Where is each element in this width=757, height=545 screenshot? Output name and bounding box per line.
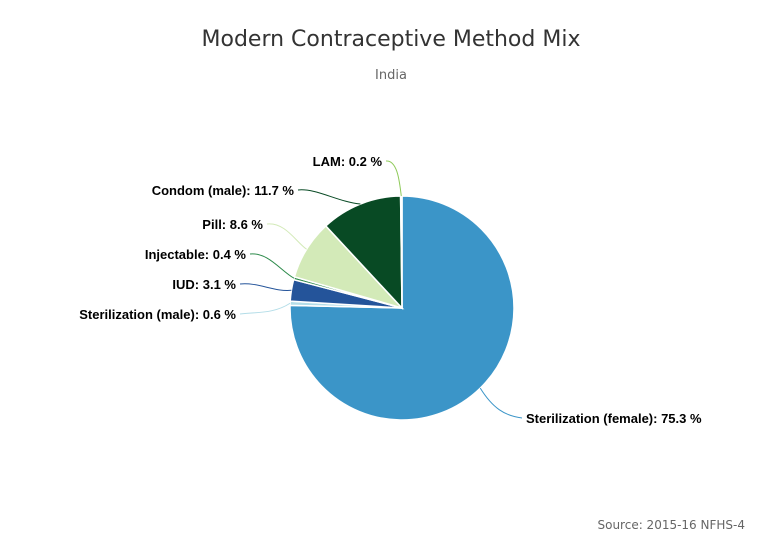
connector-sterilization-male	[239, 302, 291, 315]
pie-slice-lam[interactable]	[399, 195, 403, 309]
pie-slices	[289, 195, 515, 421]
pie-slice-condom-male[interactable]	[324, 195, 403, 310]
data-label-sterilization-male: Sterilization (male): 0.6 %	[79, 307, 236, 322]
chart-subtitle: India	[375, 68, 407, 83]
connector-injectable	[249, 253, 295, 279]
connector-sterilization-female	[479, 387, 523, 419]
connector-lam	[385, 160, 402, 197]
data-label-lam: LAM: 0.2 %	[313, 154, 383, 169]
data-label-pill: Pill: 8.6 %	[202, 217, 263, 232]
source-credit: Source: 2015-16 NFHS-4	[597, 518, 745, 532]
connector-iud	[239, 283, 292, 291]
chart-title: Modern Contraceptive Method Mix	[202, 27, 581, 52]
connector-pill	[266, 223, 307, 250]
data-label-injectable: Injectable: 0.4 %	[145, 247, 247, 262]
data-labels: Sterilization (female): 75.3 % Sterilizat…	[79, 154, 702, 426]
data-label-condom-male: Condom (male): 11.7 %	[152, 183, 295, 198]
data-label-iud: IUD: 3.1 %	[172, 277, 236, 292]
data-label-sterilization-female: Sterilization (female): 75.3 %	[526, 411, 702, 426]
label-connectors	[239, 160, 523, 419]
connector-condom-male	[297, 189, 361, 205]
